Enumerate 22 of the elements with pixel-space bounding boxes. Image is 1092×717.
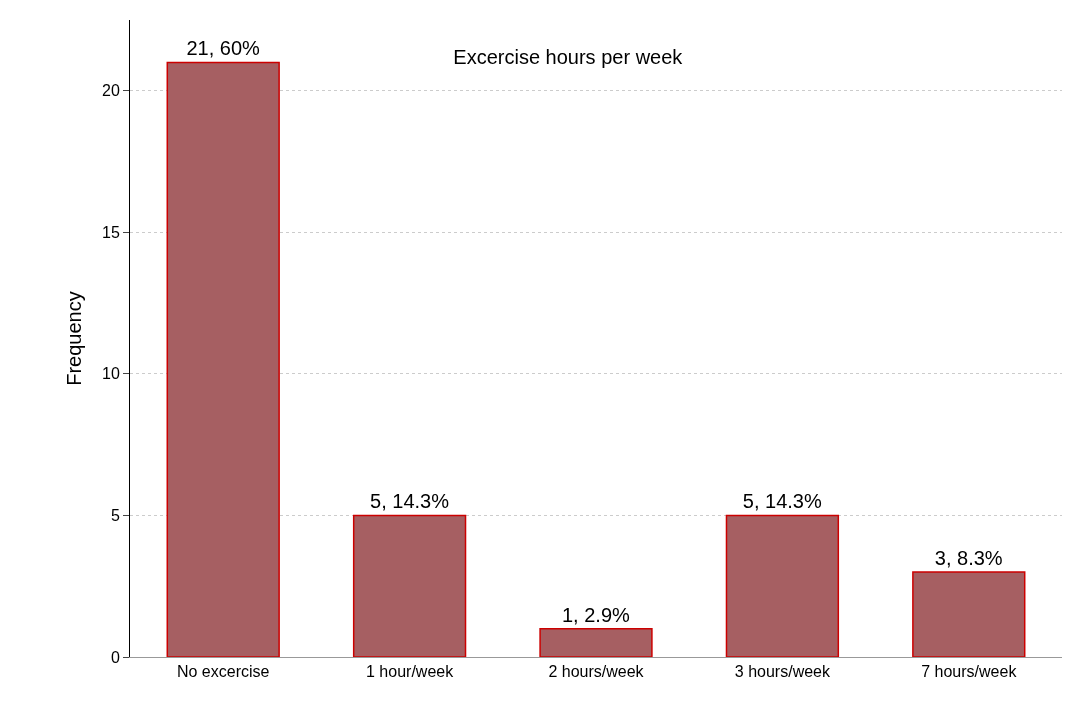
x-tick-label: 1 hour/week xyxy=(366,663,455,681)
bar xyxy=(166,61,280,657)
text: Excercise hours per week xyxy=(453,46,684,69)
data-label: 5, 14.3% xyxy=(370,490,450,513)
x-tick-label: 2 hours/week xyxy=(548,663,645,681)
x-tick-label: 7 hours/week xyxy=(921,663,1018,681)
y-tick-label: 15 xyxy=(102,223,120,241)
y-tick-label: 10 xyxy=(102,365,120,383)
bar xyxy=(352,514,467,657)
data-label: 3, 8.3% xyxy=(934,547,1003,570)
y-tick-label: 20 xyxy=(102,82,120,100)
x-tick-label: No excercise xyxy=(176,663,270,681)
data-label: 21, 60% xyxy=(186,37,260,60)
bar xyxy=(539,627,653,657)
x-tick-label: 3 hours/week xyxy=(734,663,831,681)
bar xyxy=(725,514,840,657)
data-label: 1, 2.9% xyxy=(561,603,631,626)
y-tick-label: 5 xyxy=(110,507,120,525)
y-axis-title: Frequency xyxy=(62,291,85,386)
data-label: 5, 14.3% xyxy=(742,490,822,513)
bar xyxy=(912,571,1026,657)
y-tick-label: 0 xyxy=(110,648,120,666)
